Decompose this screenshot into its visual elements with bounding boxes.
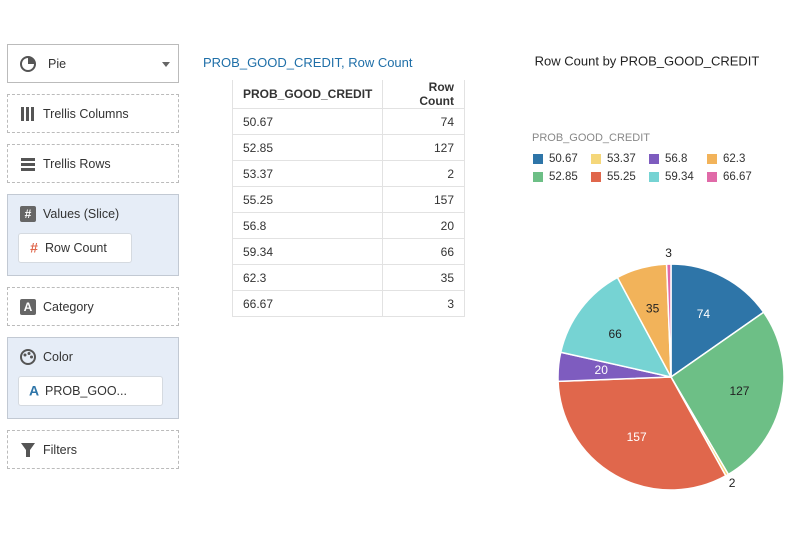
pie-slice — [665, 263, 672, 378]
table-cell: 35 — [382, 264, 465, 291]
legend-label: 53.37 — [607, 153, 636, 165]
text-icon: A — [20, 299, 36, 315]
table-cell: 74 — [382, 108, 465, 135]
legend-swatch — [707, 154, 717, 164]
label: Trellis Rows — [43, 157, 111, 171]
filters[interactable]: Filters — [7, 430, 179, 469]
legend-label: 62.3 — [723, 153, 745, 165]
table-row: 62.3 35 — [232, 264, 465, 291]
table-cell: 50.67 — [232, 108, 383, 135]
pie-slice — [557, 351, 672, 383]
table-cell: 20 — [382, 212, 465, 239]
column-header: Row Count — [382, 80, 465, 109]
column-header: PROB_GOOD_CREDIT — [232, 80, 383, 109]
table-row: 56.8 20 — [232, 212, 465, 239]
table-row: 52.85 127 — [232, 134, 465, 161]
table-cell: 2 — [382, 160, 465, 187]
text-icon: A — [29, 384, 39, 398]
slice-label: 127 — [729, 384, 749, 398]
table-cell: 53.37 — [232, 160, 383, 187]
table-cell: 66.67 — [232, 290, 383, 317]
chip-label: Row Count — [45, 241, 107, 255]
trellis-columns[interactable]: Trellis Columns — [7, 94, 179, 133]
category[interactable]: A Category — [7, 287, 179, 326]
table-row: 59.34 66 — [232, 238, 465, 265]
color-chip[interactable]: A PROB_GOO... — [18, 376, 163, 406]
table-cell: 157 — [382, 186, 465, 213]
svg-text:A: A — [24, 300, 33, 314]
data-table: PROB_GOOD_CREDIT Row Count 50.67 74 52.85 12… — [232, 80, 465, 317]
hash-icon: # — [20, 206, 36, 222]
legend-label: 66.67 — [723, 171, 752, 183]
svg-text:#: # — [30, 241, 38, 255]
legend-swatch — [533, 172, 543, 182]
table-cell: 59.34 — [232, 238, 383, 265]
table-cell: 66 — [382, 238, 465, 265]
chart-type: Pie — [48, 57, 67, 71]
table-row: 66.67 3 — [232, 290, 465, 317]
legend-swatch — [707, 172, 717, 182]
table-row: 50.67 74 — [232, 108, 465, 135]
legend-label: 56.8 — [665, 153, 687, 165]
slice-label: 35 — [646, 302, 660, 316]
table-row: 53.37 2 — [232, 160, 465, 187]
table-cell: 62.3 — [232, 264, 383, 291]
pie-slice — [616, 263, 672, 378]
slice-label: 2 — [729, 476, 736, 490]
slice-label: 3 — [665, 246, 672, 260]
table-row: 55.25 157 — [232, 186, 465, 213]
table-cell: 3 — [382, 290, 465, 317]
pie-slice — [557, 376, 727, 491]
legend-swatch — [649, 172, 659, 182]
chart-title: Row Count by PROB_GOOD_CREDIT — [535, 53, 760, 68]
svg-text:A: A — [29, 384, 39, 398]
legend-title: PROB_GOOD_CREDIT — [532, 132, 650, 144]
legend-label: 59.34 — [665, 171, 694, 183]
slice-label: 157 — [627, 430, 647, 444]
slice-label: 74 — [697, 307, 711, 321]
legend-label: 55.25 — [607, 171, 636, 183]
filter-icon — [21, 443, 35, 457]
table-cell: 55.25 — [232, 186, 383, 213]
hash-icon: # — [30, 241, 38, 255]
rows-icon — [21, 158, 35, 171]
label: Values (Slice) — [43, 207, 120, 221]
pie-slice — [559, 276, 673, 379]
legend-swatch — [649, 154, 659, 164]
label: Color — [43, 350, 73, 364]
pie-slice — [670, 376, 730, 477]
table-cell: 56.8 — [232, 212, 383, 239]
slice-label: 66 — [609, 327, 623, 341]
trellis-rows[interactable]: Trellis Rows — [7, 144, 179, 183]
chip-label: PROB_GOO... — [45, 384, 127, 398]
table-cell: 52.85 — [232, 134, 383, 161]
legend-swatch — [533, 154, 543, 164]
label: Trellis Columns — [43, 107, 129, 121]
palette-icon — [20, 349, 36, 365]
caret — [162, 62, 170, 67]
value-chip[interactable]: # Row Count — [18, 233, 132, 263]
chart-type-dropdown[interactable]: Pie — [7, 44, 179, 83]
legend-swatch — [591, 154, 601, 164]
header-row: PROB_GOOD_CREDIT Row Count — [232, 80, 465, 109]
legend-swatch — [591, 172, 601, 182]
svg-text:#: # — [25, 207, 32, 221]
legend-label: 52.85 — [549, 171, 578, 183]
pie-slice — [670, 263, 765, 379]
slice-label: 20 — [595, 363, 609, 377]
table-title: PROB_GOOD_CREDIT, Row Count — [203, 55, 413, 70]
pie-icon — [20, 56, 36, 72]
pie-slice — [670, 311, 785, 476]
table-cell: 127 — [382, 134, 465, 161]
color-panel[interactable]: Color A PROB_GOO... — [7, 337, 179, 419]
legend-label: 50.67 — [549, 153, 578, 165]
columns-icon — [21, 107, 34, 121]
values-panel[interactable]: # Values (Slice) # Row Count — [7, 194, 179, 276]
label: Category — [43, 300, 94, 314]
label: Filters — [43, 443, 78, 457]
